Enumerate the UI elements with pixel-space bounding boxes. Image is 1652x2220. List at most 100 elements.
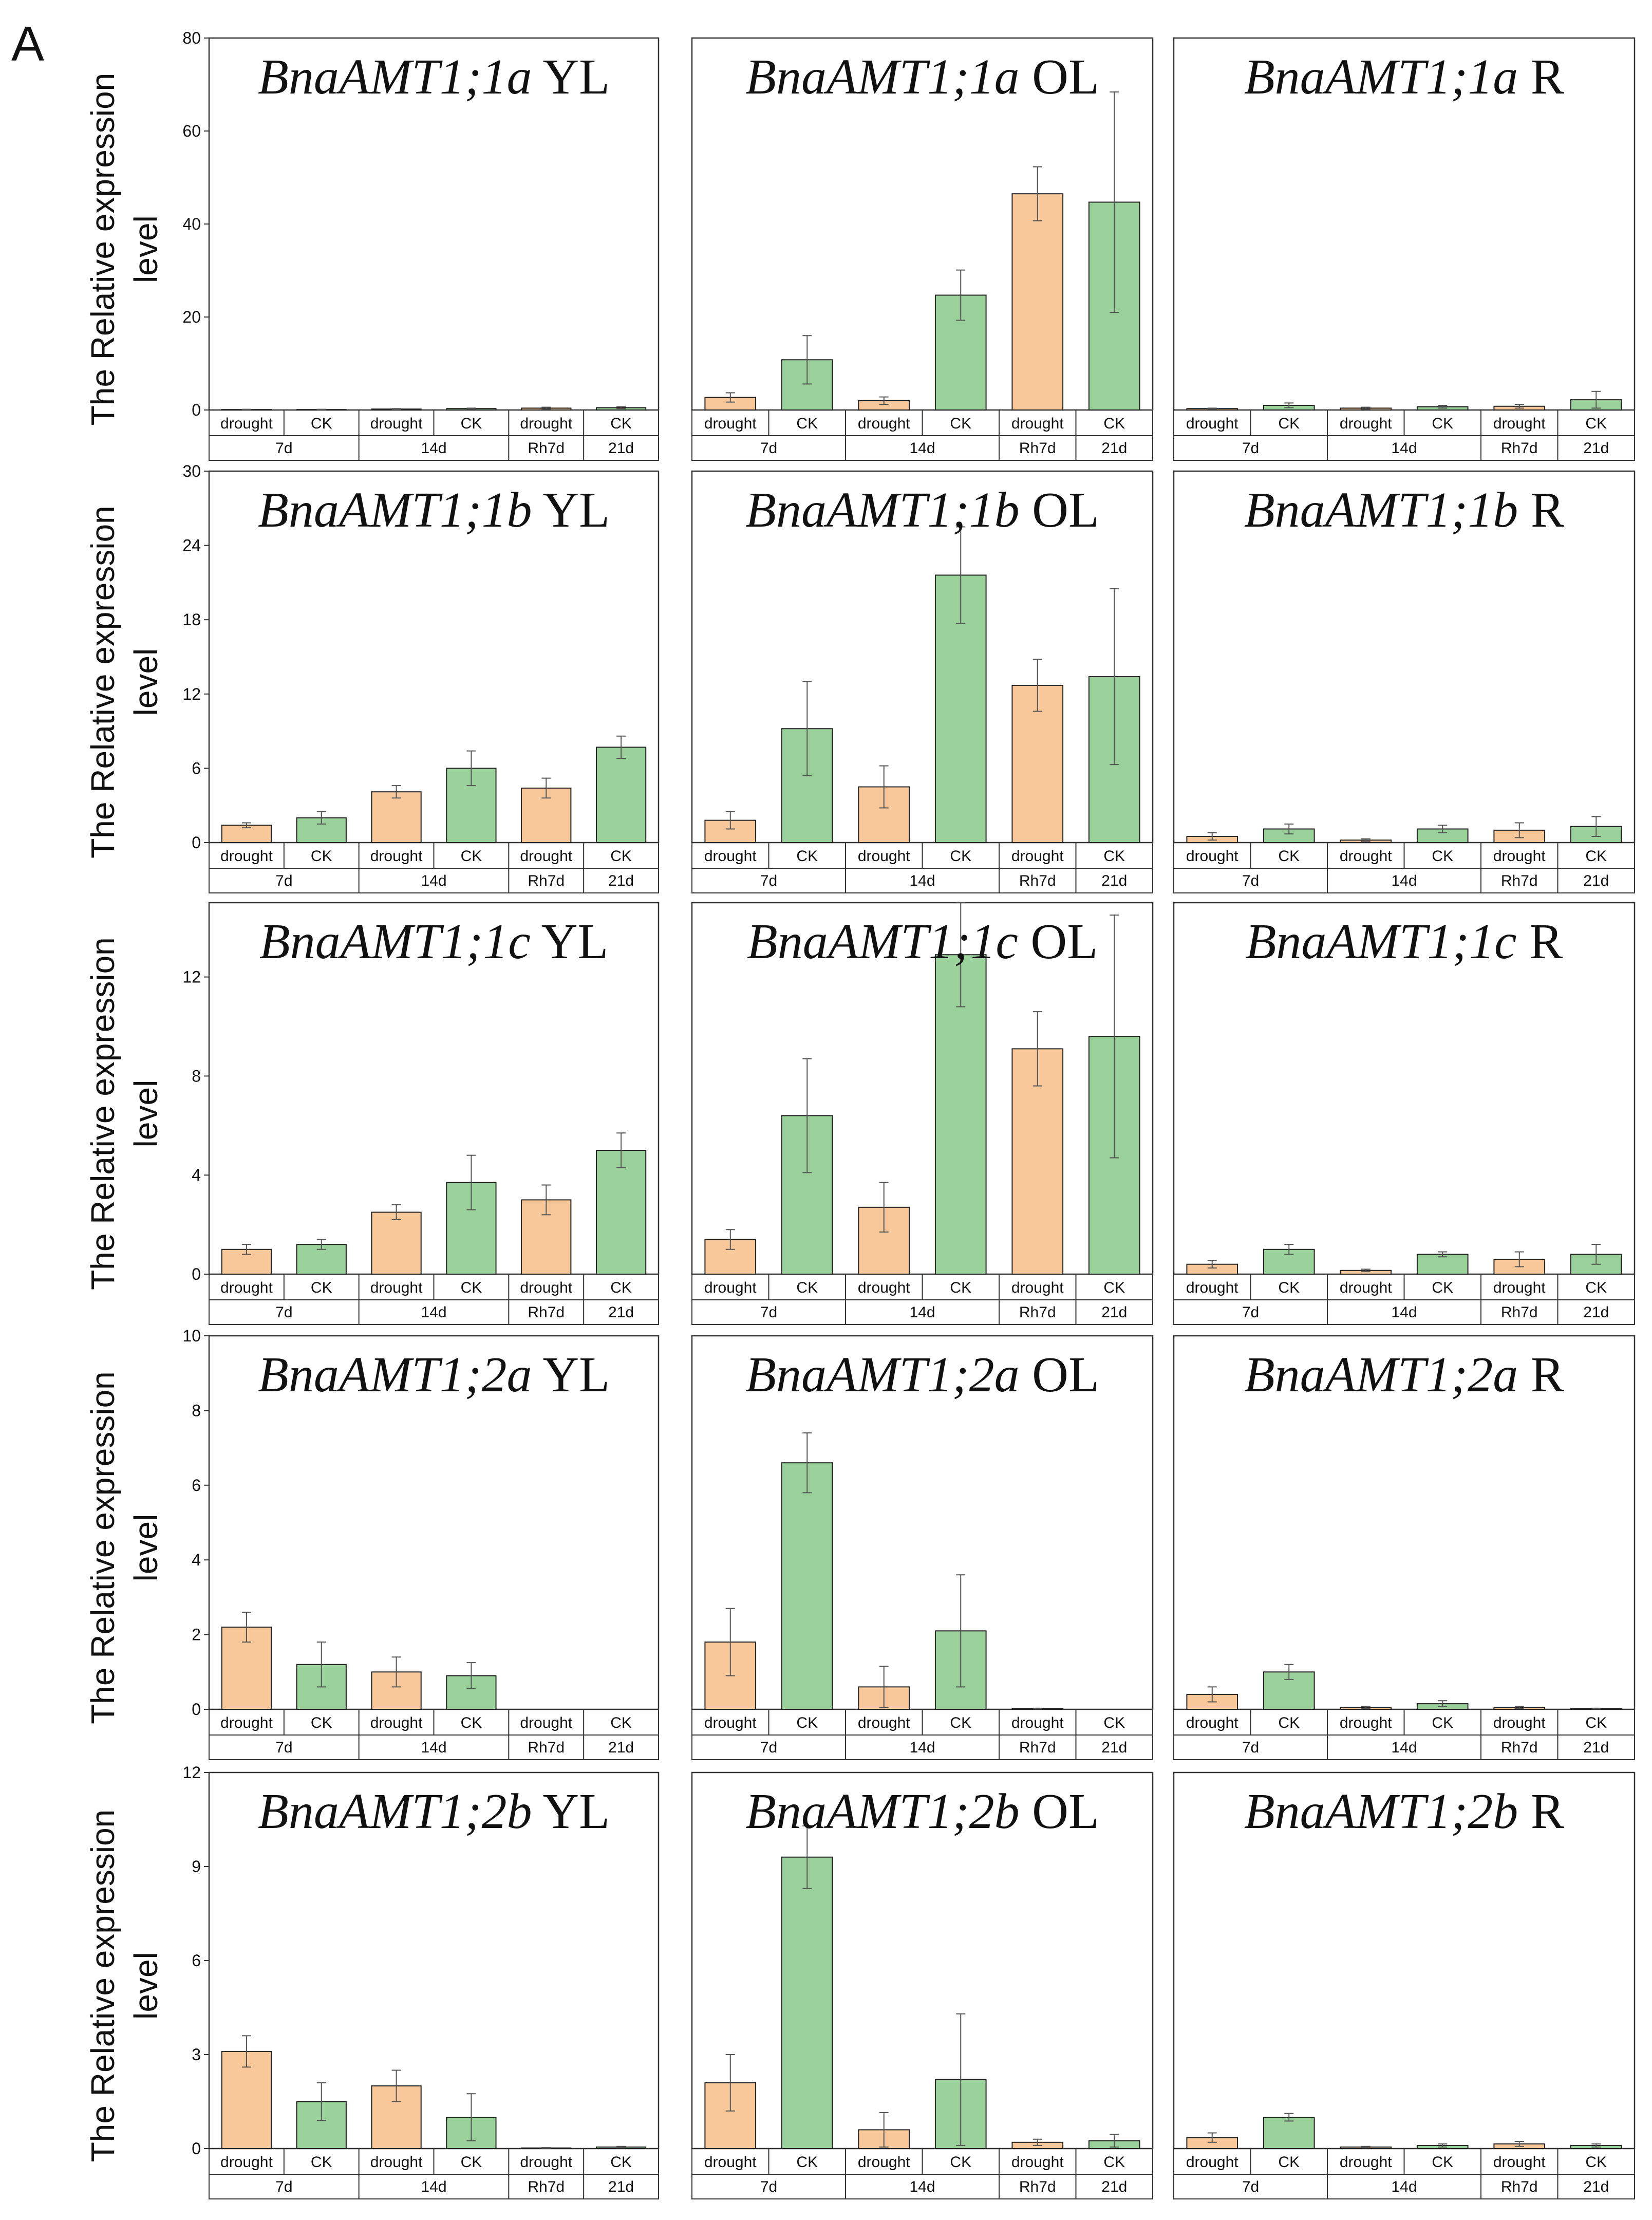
group-label: 21d [1101, 872, 1127, 889]
chart-title-tissue: R [1518, 482, 1565, 538]
y-tick-label: 9 [192, 1857, 201, 1876]
chart-title-tissue: YL [532, 1347, 610, 1403]
chart-title: BnaAMT1;1b R [1244, 482, 1565, 538]
category-label: drought [1340, 848, 1392, 865]
group-label: Rh7d [528, 2178, 565, 2195]
chart-panel: 0 4 8 12 The Relative expression level drought… [84, 902, 660, 1325]
group-label: Rh7d [1019, 440, 1056, 457]
category-label: CK [1278, 848, 1300, 865]
category-label: CK [1585, 1279, 1607, 1296]
chart-title-tissue: YL [532, 49, 610, 105]
chart-title-tissue: YL [531, 914, 609, 969]
category-label: drought [858, 848, 910, 865]
y-tick-label: 2 [192, 1626, 201, 1644]
category-label: drought [220, 2154, 273, 2171]
category-label: CK [461, 1714, 482, 1731]
category-label: CK [796, 848, 818, 865]
chart-panel: drought CK drought CK drought CK 7d 14d Rh7d 21d B… [1173, 1771, 1636, 2199]
category-label: CK [1432, 848, 1453, 865]
category-label: drought [370, 1714, 423, 1731]
chart-title: BnaAMT1;1c R [1246, 914, 1564, 969]
category-label: drought [520, 1714, 572, 1731]
chart-title-gene: BnaAMT1;1b [1244, 482, 1518, 538]
category-label: drought [220, 848, 273, 865]
y-tick-label: 18 [182, 610, 201, 629]
category-label: CK [1432, 2154, 1453, 2171]
y-tick-label: 0 [192, 1700, 201, 1719]
bar [781, 1856, 833, 2149]
chart-title-tissue: YL [532, 1784, 610, 1839]
chart-panel: 0 2 4 6 8 10 The Relative expression level droug… [84, 1327, 660, 1760]
bar [371, 1211, 422, 1275]
group-label: 21d [608, 440, 634, 457]
category-label: drought [1493, 848, 1546, 865]
category-label: CK [950, 848, 971, 865]
category-label: drought [1493, 1279, 1546, 1296]
category-label: drought [704, 848, 757, 865]
group-label: 7d [1242, 440, 1259, 457]
group-label: 14d [1391, 440, 1417, 457]
group-label: 21d [1583, 1739, 1609, 1756]
y-tick-label: 10 [182, 1327, 201, 1345]
category-label: CK [1103, 848, 1125, 865]
category-label: drought [1011, 2154, 1064, 2171]
chart-panel: drought CK drought CK drought CK 7d 14d Rh7d 21d B… [691, 1335, 1154, 1760]
group-label: 14d [421, 2178, 446, 2195]
chart-title-gene: BnaAMT1;1c [1246, 914, 1517, 969]
group-label: 7d [760, 872, 777, 889]
y-tick-label: 30 [182, 462, 201, 480]
chart-title: BnaAMT1;1a YL [258, 49, 610, 105]
category-label: drought [858, 2154, 910, 2171]
group-label: 7d [760, 1739, 777, 1756]
bar [1263, 2117, 1315, 2149]
chart-panel: drought CK drought CK drought CK 7d 14d Rh7d 21d B… [691, 37, 1154, 461]
category-label: CK [1585, 415, 1607, 432]
category-label: CK [796, 415, 818, 432]
y-tick-label: 0 [192, 2139, 201, 2158]
y-tick-label: 40 [182, 215, 201, 233]
chart-title-gene: BnaAMT1;1c [259, 914, 531, 969]
category-label: drought [370, 415, 423, 432]
chart-panel: drought CK drought CK drought CK 7d 14d Rh7d 21d B… [691, 470, 1154, 893]
bar [781, 1462, 833, 1710]
panel-letter: A [11, 16, 44, 71]
y-axis-label-line2: level [127, 1514, 164, 1582]
chart-title: BnaAMT1;1c YL [259, 914, 609, 969]
category-label: CK [950, 1279, 971, 1296]
group-label: Rh7d [1019, 872, 1056, 889]
chart-panel: drought CK drought CK drought CK 7d 14d Rh7d 21d B… [691, 902, 1154, 1325]
y-axis-label-line2: level [127, 648, 164, 716]
category-label: drought [704, 1714, 757, 1731]
chart-title: BnaAMT1;2b R [1244, 1784, 1565, 1839]
group-label: 14d [1391, 2178, 1417, 2195]
category-label: drought [1186, 1279, 1238, 1296]
y-tick-label: 20 [182, 308, 201, 326]
category-label: CK [461, 848, 482, 865]
category-label: CK [1278, 2154, 1300, 2171]
group-label: 21d [1583, 1304, 1609, 1321]
y-axis-label: The Relative expression [84, 1371, 121, 1724]
category-label: drought [1340, 1279, 1392, 1296]
group-label: 21d [1583, 440, 1609, 457]
group-label: 14d [909, 2178, 935, 2195]
category-label: drought [1493, 1714, 1546, 1731]
chart-panel: drought CK drought CK drought CK 7d 14d Rh7d 21d B… [1173, 37, 1636, 461]
chart-title-tissue: OL [1018, 914, 1098, 969]
bar [371, 791, 422, 843]
chart-title-tissue: YL [532, 482, 610, 538]
group-label: 7d [1242, 1739, 1259, 1756]
category-label: drought [370, 848, 423, 865]
y-tick-label: 6 [192, 759, 201, 777]
chart-title-tissue: R [1517, 914, 1564, 969]
group-label: Rh7d [1019, 1304, 1056, 1321]
category-label: CK [1585, 1714, 1607, 1731]
chart-panel: drought CK drought CK drought CK 7d 14d Rh7d 21d B… [1173, 902, 1636, 1325]
category-label: CK [1585, 2154, 1607, 2171]
group-label: 7d [1242, 2178, 1259, 2195]
group-label: 7d [275, 1304, 292, 1321]
chart-title-tissue: R [1518, 1347, 1565, 1403]
y-tick-label: 80 [182, 29, 201, 47]
group-label: 7d [760, 440, 777, 457]
y-tick-label: 0 [192, 1265, 201, 1283]
category-label: drought [704, 1279, 757, 1296]
